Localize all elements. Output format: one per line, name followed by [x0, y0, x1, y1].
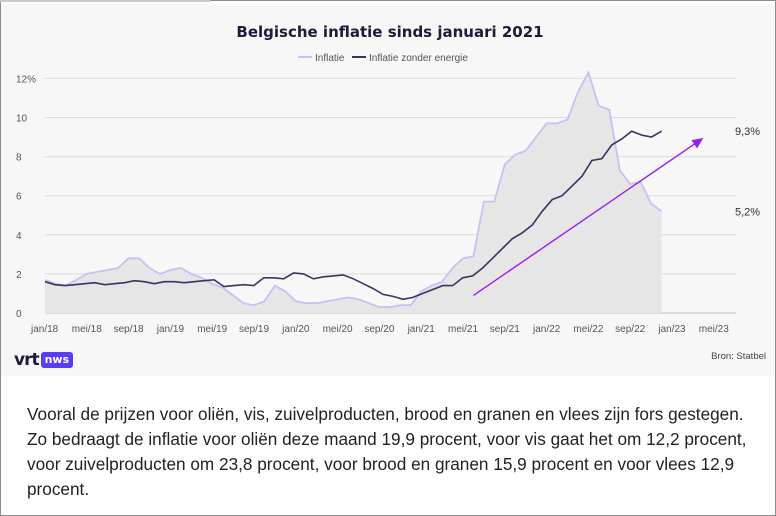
x-tick-label: mei/20	[323, 324, 353, 335]
x-tick-label: sep/20	[364, 324, 394, 335]
inflatie-area	[45, 72, 662, 313]
legend-label-zonder-energie: Inflatie zonder energie	[369, 53, 468, 64]
x-tick-label: mei/22	[573, 324, 603, 335]
y-tick-label: 8	[16, 153, 22, 164]
x-tick-label: jan/23	[657, 324, 686, 335]
x-tick-label: mei/18	[72, 324, 102, 335]
trend-arrow-head	[691, 138, 704, 149]
vrt-nws-logo: vrt nws	[14, 350, 74, 370]
article-paragraph: Vooral de prijzen voor oliën, vis, zuive…	[27, 404, 747, 499]
y-tick-label: 4	[16, 231, 22, 242]
x-tick-label: mei/23	[699, 324, 729, 335]
x-tick-label: jan/21	[407, 324, 436, 335]
x-tick-label: mei/19	[197, 324, 227, 335]
inflatie-line	[44, 70, 663, 308]
x-tick-label: sep/22	[615, 324, 645, 335]
trend-arrow-shaft	[473, 141, 698, 296]
end-labels: 9,3% 5,2%	[735, 126, 760, 218]
legend: Inflatie Inflatie zonder energie	[298, 53, 468, 64]
x-tick-label: jan/19	[156, 324, 185, 335]
source-label: Bron: Statbel	[711, 351, 766, 362]
y-tick-label: 0	[16, 309, 22, 320]
trend-arrow	[473, 138, 704, 296]
x-tick-label: sep/18	[114, 324, 144, 335]
y-tick-label: 12%	[16, 74, 36, 85]
inflation-chart: Belgische inflatie sinds januari 2021 In…	[16, 23, 766, 362]
y-tick-label: 6	[16, 192, 22, 203]
logo-brand: vrt	[14, 350, 40, 370]
chart-title: Belgische inflatie sinds januari 2021	[236, 23, 543, 41]
x-tick-label: sep/21	[490, 324, 520, 335]
logo-badge: nws	[40, 352, 74, 368]
inflatie-zonder-energie-line	[44, 130, 662, 301]
y-tick-label: 10	[16, 114, 28, 125]
y-tick-label: 2	[16, 270, 22, 281]
x-axis-ticks: jan/18 mei/18 sep/18 jan/19 mei/19 sep/19 jan/…	[30, 324, 729, 335]
end-value-label: 5,2%	[735, 206, 760, 218]
top-border	[0, 0, 210, 2]
chart-card: Belgische inflatie sinds januari 2021 In…	[1, 4, 774, 376]
x-tick-label: jan/20	[281, 324, 310, 335]
end-value-label: 9,3%	[735, 126, 760, 138]
legend-label-inflatie: Inflatie	[315, 53, 345, 64]
x-tick-label: sep/19	[239, 324, 269, 335]
y-axis-ticks: 0 2 4 6 8 10 12%	[16, 74, 36, 320]
x-tick-label: jan/22	[532, 324, 561, 335]
x-tick-label: jan/18	[30, 324, 59, 335]
x-tick-label: mei/21	[448, 324, 478, 335]
